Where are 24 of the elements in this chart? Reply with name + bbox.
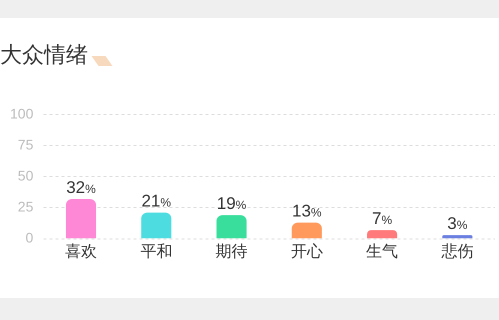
x-tick-label: 喜欢	[64, 242, 97, 261]
data-label: 21%	[141, 192, 172, 211]
data-label: 3%	[447, 214, 468, 234]
bar	[216, 215, 247, 238]
data-label: 19%	[216, 194, 247, 214]
chart-title: 大众情绪	[0, 42, 88, 70]
y-tick-label: 0	[26, 230, 34, 246]
bar	[367, 230, 398, 238]
bar	[141, 212, 172, 238]
y-tick-label: 75	[18, 136, 34, 152]
x-tick-label: 生气	[366, 242, 398, 261]
y-tick-label: 100	[10, 105, 34, 122]
bar	[292, 222, 322, 238]
x-tick-label: 平和	[140, 242, 172, 261]
x-tick-label: 开心	[290, 242, 323, 261]
bar	[66, 198, 96, 238]
y-tick-label: 50	[18, 167, 34, 184]
x-tick-label: 期待	[216, 242, 248, 261]
bar	[442, 235, 472, 238]
data-label: 13%	[292, 202, 322, 221]
x-tick-label: 悲伤	[440, 242, 474, 261]
y-tick-label: 25	[18, 198, 34, 215]
data-label: 32%	[66, 178, 96, 197]
data-label: 7%	[372, 209, 392, 228]
